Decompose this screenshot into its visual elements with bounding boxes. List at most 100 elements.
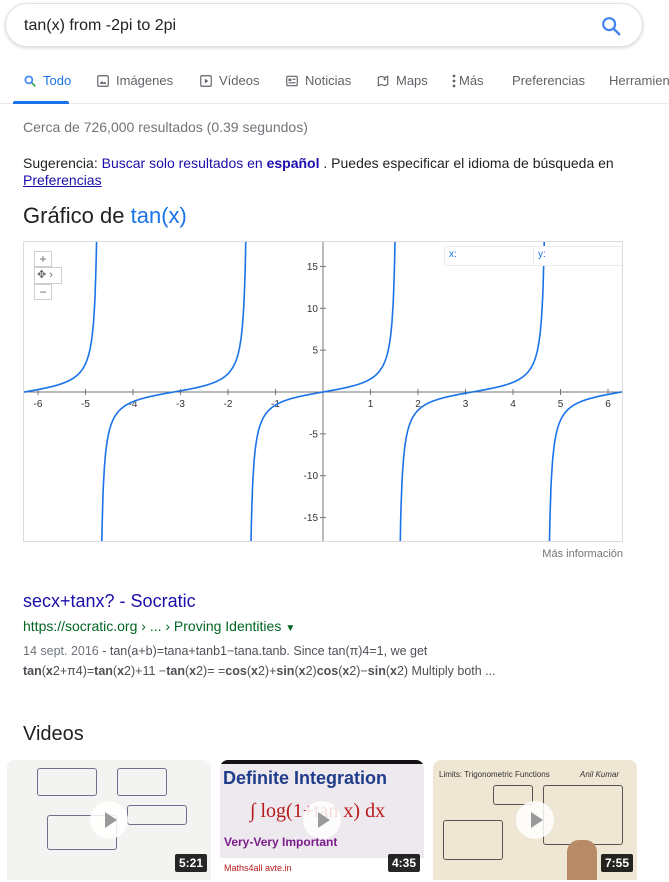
suggestion-prefix: Sugerencia: (23, 155, 98, 171)
tan-curve-branch (250, 242, 396, 541)
tab-label: Imágenes (116, 73, 174, 88)
y-readout: y: (533, 246, 622, 266)
video-card[interactable]: Limits: Trigonometric Functions Anil Kum… (433, 760, 637, 880)
tab-mas[interactable]: Más (452, 73, 484, 88)
language-suggestion: Sugerencia: Buscar solo resultados en es… (23, 155, 663, 189)
tab-preferencias[interactable]: Preferencias (512, 73, 585, 88)
x-tick-label: -5 (81, 399, 90, 410)
search-icon[interactable] (600, 15, 622, 37)
tab-videos[interactable]: Vídeos (199, 73, 259, 88)
graph-function-link[interactable]: tan(x) (130, 203, 187, 228)
function-graph[interactable]: -6 -5 -4 -3 -2 -1 1 2 3 4 5 6 -15 -10 -5 5 10 15 + ✥ › − … (23, 241, 623, 542)
x-tick-label: 4 (510, 399, 516, 410)
thumbnail-scribble (543, 785, 623, 845)
video-thumb-subtitle: Very-Very Important (224, 835, 338, 849)
x-tick-label: -4 (129, 399, 138, 410)
thumbnail-scribble (443, 820, 503, 860)
image-icon (96, 74, 110, 88)
x-tick-label: 2 (415, 399, 421, 410)
zoom-out-button[interactable]: − (34, 284, 52, 300)
y-tick-label: -5 (309, 429, 318, 440)
tab-maps[interactable]: Maps (376, 73, 428, 88)
result-url-text: https://socratic.org › ... › Proving Ide… (23, 618, 282, 634)
zoom-controls: + ✥ › − (34, 251, 62, 300)
result-url[interactable]: https://socratic.org › ... › Proving Ide… (23, 618, 295, 634)
news-icon (285, 74, 299, 88)
y-tick-label: 10 (307, 304, 319, 315)
search-box[interactable]: tan(x) from -2pi to 2pi (5, 3, 643, 47)
tab-herramientas[interactable]: Herramien (609, 73, 669, 88)
tab-label: Herramien (609, 73, 669, 88)
video-thumb-footer: Maths4all avte.in (220, 858, 424, 880)
play-icon (516, 801, 554, 839)
tab-label: Todo (43, 73, 72, 88)
tan-curve-branch (24, 242, 98, 393)
tan-curve-branch (548, 391, 622, 541)
y-tick-label: -15 (304, 513, 319, 524)
tan-curve-branch (399, 242, 546, 541)
more-vert-icon (452, 74, 456, 88)
video-duration: 4:35 (387, 854, 420, 872)
video-thumb-author: Anil Kumar (579, 770, 619, 779)
tab-label: Más (459, 73, 484, 88)
tab-noticias[interactable]: Noticias (285, 73, 351, 88)
suggestion-lang: español (266, 155, 320, 171)
tab-label: Noticias (305, 73, 352, 88)
graph-title: Gráfico de tan(x) (23, 203, 187, 229)
pan-control[interactable]: ✥ › (34, 267, 62, 284)
tab-label: Preferencias (512, 73, 585, 88)
x-tick-label: 1 (368, 399, 374, 410)
x-tick-label: -6 (34, 399, 43, 410)
more-info-link[interactable]: Más información (542, 548, 623, 560)
play-icon (90, 801, 128, 839)
video-card[interactable]: 5:21 (7, 760, 211, 880)
caret-down-icon[interactable]: ▼ (285, 623, 296, 634)
suggestion-link[interactable]: Buscar solo resultados en español (102, 155, 320, 171)
result-snippet: 14 sept. 2016 - tan(a+b)=tana+tanb1−tana… (23, 641, 643, 681)
tan-curve-branch (101, 242, 247, 541)
thumbnail-scribble (493, 785, 533, 805)
graph-title-prefix: Gráfico de (23, 203, 125, 228)
video-icon (199, 74, 213, 88)
suggestion-middle: . Puedes especificar el idioma de búsque… (323, 155, 614, 171)
x-tick-label: 5 (558, 399, 564, 410)
result-title-link[interactable]: secx+tanx? - Socratic (23, 591, 196, 611)
y-tick-label: 15 (307, 262, 319, 273)
search-icon (23, 74, 37, 88)
suggestion-link-text: Buscar solo resultados en (101, 155, 263, 171)
y-tick-label: -10 (304, 471, 319, 482)
pan-icon: ✥ › (37, 269, 53, 281)
thumbnail-scribble (37, 768, 97, 796)
snippet-line-1: - tan(a+b)=tana+tanb1−tana.tanb. Since t… (98, 644, 428, 658)
video-card[interactable]: Definite Integration ∫ log(1+tan x) dx V… (220, 760, 424, 880)
active-tab-indicator (13, 101, 69, 104)
thumbnail-scribble (117, 768, 167, 796)
map-icon (376, 74, 390, 88)
zoom-in-button[interactable]: + (34, 251, 52, 267)
x-tick-label: 6 (605, 399, 611, 410)
videos-heading: Videos (23, 723, 84, 745)
y-tick-label: 5 (312, 346, 318, 357)
preferences-link[interactable]: Preferencias (23, 172, 102, 188)
x-tick-label: -3 (176, 399, 185, 410)
tab-todo[interactable]: Todo (23, 73, 71, 88)
x-readout: x: (444, 246, 536, 266)
search-tabs: Todo Imágenes Vídeos Noticias Maps Más P… (0, 60, 669, 104)
presenter-hand (567, 840, 597, 880)
video-thumb-title: Definite Integration (223, 768, 388, 788)
thumbnail-topbar (220, 760, 424, 764)
search-input[interactable]: tan(x) from -2pi to 2pi (24, 17, 177, 34)
x-tick-label: 3 (463, 399, 469, 410)
result-stats: Cerca de 726,000 resultados (0.39 segund… (23, 119, 308, 135)
play-icon (303, 801, 341, 839)
tab-imagenes[interactable]: Imágenes (96, 73, 173, 88)
video-duration: 5:21 (174, 854, 207, 872)
tab-label: Maps (396, 73, 428, 88)
snippet-line-2: tan(x2+π4)=tan(x2)+11 −tan(x2)= =cos(x2)… (23, 664, 496, 678)
video-thumb-header: Limits: Trigonometric Functions (439, 770, 550, 779)
video-duration: 7:55 (600, 854, 633, 872)
tab-label: Vídeos (219, 73, 260, 88)
result-date: 14 sept. 2016 (23, 644, 99, 658)
x-tick-label: -2 (224, 399, 233, 410)
